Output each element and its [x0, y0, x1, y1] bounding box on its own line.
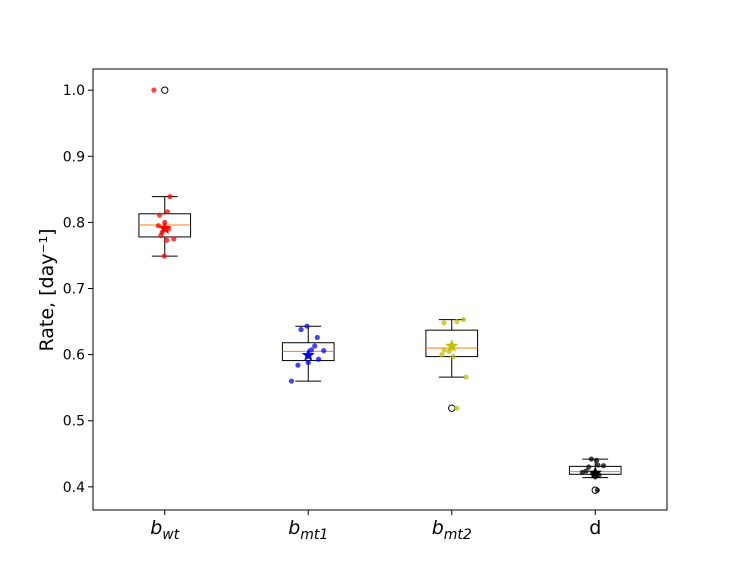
data-point	[454, 405, 460, 411]
data-point	[446, 348, 452, 354]
x-tick-label: d	[589, 517, 601, 539]
data-point	[158, 233, 164, 239]
y-axis: 0.4 0.5 0.6 0.7 0.8 0.9 1.0	[63, 83, 93, 496]
data-point	[305, 359, 311, 366]
data-point	[594, 487, 600, 493]
mean-star-marker	[445, 339, 459, 352]
data-point	[171, 236, 177, 242]
data-point	[312, 343, 318, 349]
x-tick-label-subscript: mt1	[300, 527, 328, 543]
y-axis-label: Rate, [day⁻¹]	[36, 228, 58, 351]
data-point	[454, 318, 460, 325]
y-tick-label: 0.7	[63, 282, 85, 298]
data-point	[441, 347, 447, 353]
data-point	[460, 316, 466, 323]
data-point	[164, 209, 170, 215]
data-point	[588, 456, 594, 462]
data-point	[314, 334, 320, 341]
x-tick-label-base: b	[288, 517, 300, 539]
data-point	[298, 326, 304, 333]
data-point	[439, 352, 445, 358]
data-point	[441, 320, 447, 326]
data-point	[450, 354, 456, 360]
data-point	[579, 469, 585, 475]
data-point	[463, 374, 469, 380]
data-point	[167, 194, 173, 200]
outlier-marker	[161, 86, 169, 94]
data-point	[161, 253, 167, 259]
data-point	[595, 462, 601, 468]
x-tick-label-subscript: mt2	[444, 527, 472, 543]
data-point	[151, 87, 157, 93]
y-tick-label: 0.8	[63, 215, 85, 231]
data-point	[288, 378, 295, 384]
data-point	[321, 348, 327, 354]
data-point	[586, 464, 592, 470]
x-tick-label-subscript: wt	[162, 527, 179, 543]
data-point	[600, 463, 607, 469]
data-points	[151, 87, 607, 493]
data-point	[308, 347, 314, 353]
y-tick-label: 0.9	[63, 149, 85, 165]
x-tick-label-base: d	[589, 517, 601, 539]
mean-star-marker	[301, 348, 315, 361]
x-tick-label: bwt	[150, 517, 180, 543]
x-tick-label-base: b	[150, 517, 162, 539]
data-point	[156, 212, 163, 218]
mean-star-marker	[588, 465, 602, 479]
x-tick-label: bmt2	[432, 517, 472, 543]
data-point	[304, 323, 310, 329]
y-tick-label: 0.6	[63, 348, 85, 364]
data-point	[295, 362, 301, 368]
x-tick-label-base: b	[432, 517, 444, 539]
plot-area	[92, 68, 668, 511]
data-point	[315, 356, 322, 362]
y-tick-label: 1.0	[63, 83, 85, 99]
mean-star-marker	[158, 221, 172, 234]
x-tick-label: bmt1	[288, 517, 328, 543]
data-point	[593, 457, 600, 464]
data-point	[164, 237, 170, 243]
y-tick-label: 0.5	[63, 414, 85, 430]
x-axis: bwt bmt1 bmt2 d	[150, 510, 601, 543]
y-tick-label: 0.4	[63, 480, 85, 496]
